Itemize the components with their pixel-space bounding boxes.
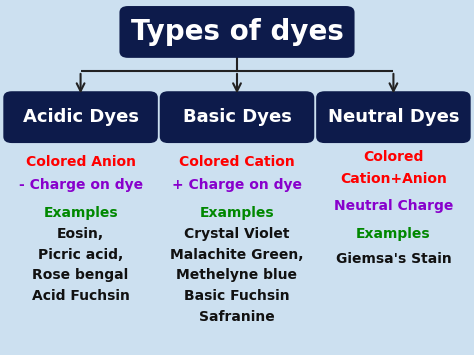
Text: Acid Fuchsin: Acid Fuchsin [32,289,129,303]
Text: Neutral Dyes: Neutral Dyes [328,108,459,126]
Text: Eosin,: Eosin, [57,227,104,241]
Text: - Charge on dye: - Charge on dye [18,178,143,192]
Text: Malachite Green,: Malachite Green, [170,248,304,262]
Text: Colored Cation: Colored Cation [179,154,295,169]
Text: Types of dyes: Types of dyes [130,18,344,46]
Text: Neutral Charge: Neutral Charge [334,199,453,213]
Text: Examples: Examples [356,227,431,241]
Text: Basic Fuchsin: Basic Fuchsin [184,289,290,303]
Text: Giemsa's Stain: Giemsa's Stain [336,252,451,266]
Text: + Charge on dye: + Charge on dye [172,178,302,192]
Text: Colored: Colored [363,150,424,164]
Text: Methelyne blue: Methelyne blue [176,268,298,283]
FancyBboxPatch shape [3,91,158,143]
Text: Basic Dyes: Basic Dyes [182,108,292,126]
FancyBboxPatch shape [119,6,355,58]
Text: Safranine: Safranine [199,310,275,324]
Text: Picric acid,: Picric acid, [38,248,123,262]
Text: Acidic Dyes: Acidic Dyes [23,108,138,126]
Text: Examples: Examples [200,206,274,220]
Text: Cation+Anion: Cation+Anion [340,172,447,186]
Text: Rose bengal: Rose bengal [32,268,129,283]
FancyBboxPatch shape [316,91,471,143]
Text: Colored Anion: Colored Anion [26,154,136,169]
Text: Crystal Violet: Crystal Violet [184,227,290,241]
FancyBboxPatch shape [160,91,314,143]
Text: Examples: Examples [43,206,118,220]
